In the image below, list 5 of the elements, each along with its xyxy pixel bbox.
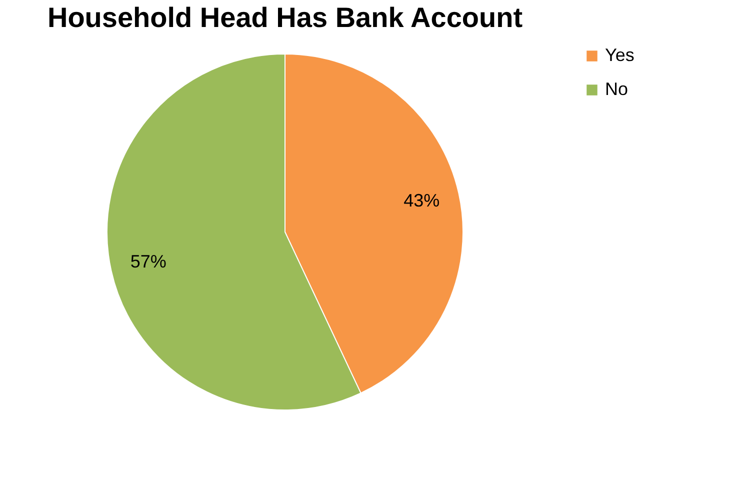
data-label: 57%	[130, 252, 166, 272]
legend-label: Yes	[605, 45, 634, 65]
data-label: 43%	[404, 190, 440, 210]
chart-title: Household Head Has Bank Account	[47, 2, 523, 33]
legend-label: No	[605, 79, 628, 99]
